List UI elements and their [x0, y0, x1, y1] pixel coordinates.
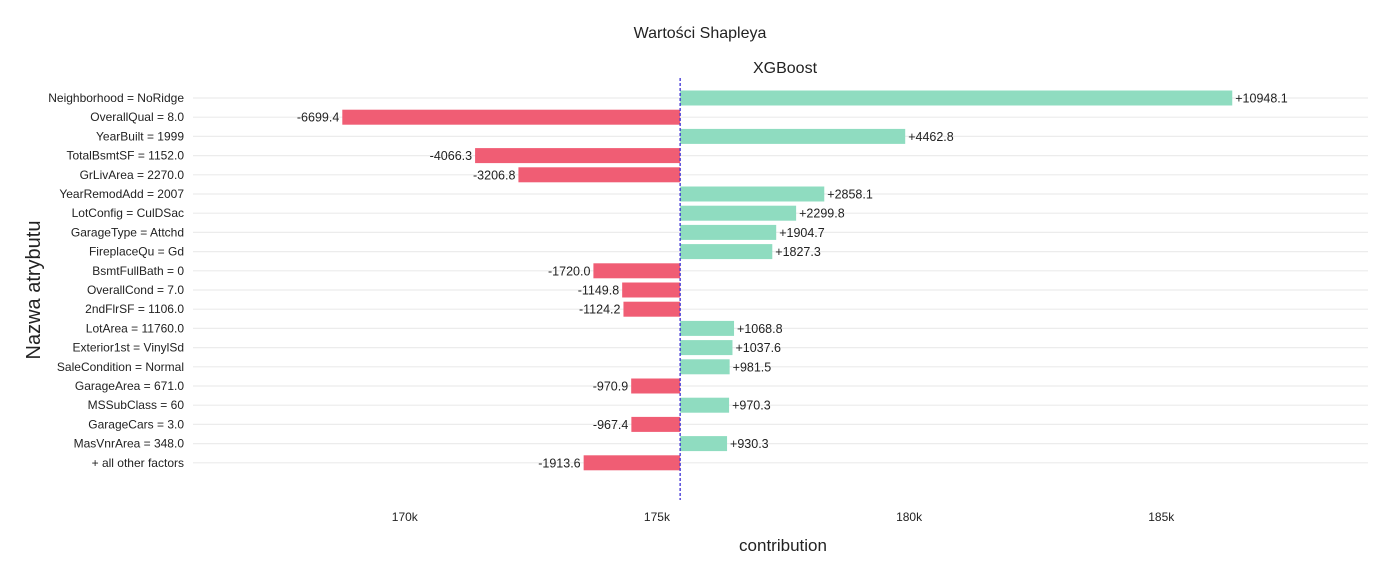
chart-title: Wartości Shapleya	[634, 25, 767, 42]
category-label: BsmtFullBath = 0	[92, 264, 184, 278]
category-label: FireplaceQu = Gd	[89, 245, 184, 259]
category-label: Exterior1st = VinylSd	[73, 341, 185, 355]
bar-value-label: +1037.6	[735, 341, 781, 355]
bar-value-label: -6699.4	[297, 111, 339, 125]
x-tick-labels: 170k 175k 180k 185k	[392, 510, 1175, 524]
bar-value-label: +930.3	[730, 437, 769, 451]
bar-value-label: -4066.3	[430, 149, 472, 163]
x-tick-label: 180k	[896, 510, 923, 524]
bar	[475, 148, 681, 164]
bar-value-labels: +10948.1 -6699.4 +4462.8 -4066.3-3206.8 +285…	[297, 92, 1288, 471]
bar	[518, 167, 681, 183]
category-label: Neighborhood = NoRidge	[48, 91, 184, 105]
x-tick-label: 185k	[1148, 510, 1175, 524]
bar-value-label: -1124.2	[579, 303, 621, 317]
category-label: OverallCond = 7.0	[87, 283, 184, 297]
category-label: GarageCars = 3.0	[88, 417, 184, 431]
category-label: MSSubClass = 60	[88, 398, 185, 412]
bar	[680, 244, 773, 260]
bar	[680, 436, 728, 452]
bar-value-label: +1827.3	[775, 245, 821, 259]
bar	[680, 320, 735, 336]
bar-value-label: +10948.1	[1235, 92, 1288, 106]
category-label: MasVnrArea = 348.0	[74, 437, 185, 451]
x-tick-label: 175k	[644, 510, 671, 524]
bar	[680, 359, 730, 375]
bar	[680, 205, 797, 221]
category-label: GarageType = Attchd	[71, 225, 184, 239]
category-label: YearBuilt = 1999	[96, 129, 184, 143]
category-label: 2ndFlrSF = 1106.0	[85, 302, 184, 316]
bar-value-label: -1149.8	[578, 284, 620, 298]
bar-value-label: -970.9	[593, 380, 628, 394]
bar-value-label: -1913.6	[538, 456, 580, 470]
bar-value-label: -967.4	[593, 418, 628, 432]
chart-subtitle: XGBoost	[753, 60, 818, 77]
bar	[622, 282, 681, 298]
bar	[342, 109, 681, 125]
category-label: SaleCondition = Normal	[57, 360, 184, 374]
x-axis-label: contribution	[739, 536, 827, 555]
bar	[680, 397, 730, 413]
bar	[680, 128, 906, 144]
bar	[680, 186, 825, 202]
bar-value-label: +4462.8	[908, 130, 954, 144]
bar	[583, 455, 681, 471]
grid	[193, 97, 1368, 464]
bar-value-label: +1068.8	[737, 322, 783, 336]
category-label: YearRemodAdd = 2007	[59, 187, 184, 201]
bars	[342, 90, 1233, 471]
category-label: + all other factors	[92, 456, 184, 470]
category-label: LotArea = 11760.0	[86, 321, 185, 335]
y-tick-labels: Neighborhood = NoRidge OverallQual = 8.0 Y…	[48, 91, 184, 470]
bar	[680, 340, 733, 356]
category-label: LotConfig = CulDSac	[72, 206, 184, 220]
bar	[631, 378, 681, 394]
bar-value-label: +2299.8	[799, 207, 845, 221]
category-label: OverallQual = 8.0	[90, 110, 184, 124]
bar	[623, 301, 681, 317]
bar-value-label: +970.3	[732, 399, 771, 413]
bar-value-label: +2858.1	[827, 188, 873, 202]
bar-value-label: -1720.0	[548, 264, 590, 278]
bar	[631, 416, 681, 432]
bar	[680, 90, 1233, 106]
bar	[680, 224, 777, 240]
x-tick-label: 170k	[392, 510, 419, 524]
category-label: GarageArea = 671.0	[75, 379, 184, 393]
y-axis-label: Nazwa atrybutu	[23, 221, 45, 360]
bar	[593, 263, 681, 279]
category-label: TotalBsmtSF = 1152.0	[66, 149, 184, 163]
category-label: GrLivArea = 2270.0	[80, 168, 185, 182]
bar-value-label: +981.5	[733, 360, 772, 374]
bar-value-label: +1904.7	[779, 226, 825, 240]
bar-value-label: -3206.8	[473, 168, 515, 182]
